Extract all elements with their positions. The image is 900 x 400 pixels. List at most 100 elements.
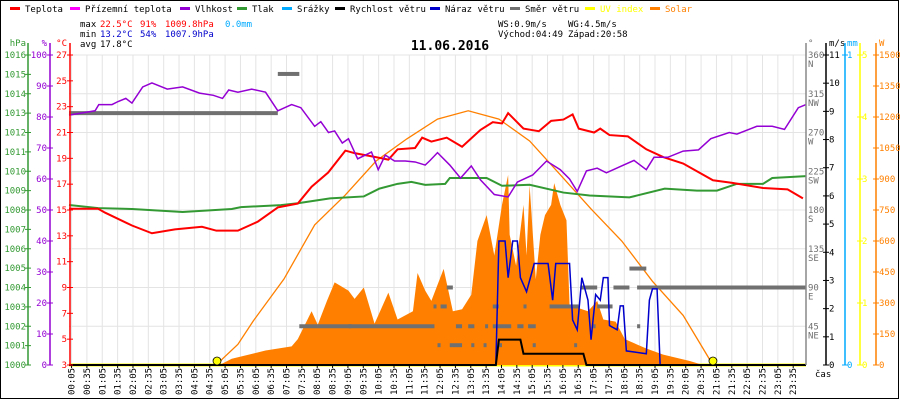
direction-tick-label: 45 [808, 322, 819, 332]
x-tick-label: 07:35 [298, 368, 308, 395]
x-tick-label: 15:35 [544, 368, 554, 395]
legend-swatch [335, 7, 345, 10]
x-tick-label: 13:05 [467, 368, 477, 395]
x-tick-label: 10:05 [375, 368, 385, 395]
stats-sunset: Západ:20:58 [568, 30, 628, 40]
x-tick-label: 22:35 [758, 368, 768, 395]
solar-tick-label: 750 [879, 206, 895, 216]
pressure-tick-label: 1013 [4, 109, 26, 119]
legend-swatch [585, 7, 595, 10]
x-tick-label: 02:35 [144, 368, 154, 395]
direction-tick-label: 360 [808, 51, 824, 61]
x-axis-label: čas [815, 369, 831, 380]
temperature-unit-label: °C [56, 39, 67, 49]
legend-label: Teplota [25, 5, 63, 15]
wind-direction-mark [446, 285, 453, 290]
wind-direction-mark [440, 304, 447, 309]
stats-min-temp: 13.2°C [100, 30, 133, 40]
x-tick-label: 20:05 [682, 368, 692, 395]
wind-direction-mark [523, 304, 527, 309]
x-tick-label: 11:35 [421, 368, 431, 395]
uv-tick-label: 4 [862, 113, 867, 123]
solar-tick-label: 600 [879, 237, 895, 247]
legend-swatch [70, 7, 80, 10]
wind-speed-line [69, 338, 806, 366]
x-tick-label: 12:05 [436, 368, 446, 395]
sun-marker [708, 356, 718, 366]
stats-wind-gust: WG:4.5m/s [568, 20, 617, 30]
legend-swatch [430, 7, 440, 10]
x-tick-label: 17:05 [590, 368, 600, 395]
legend-item: UV index [585, 5, 644, 15]
wind-direction-mark [549, 304, 579, 309]
x-tick-label: 06:05 [252, 368, 262, 395]
x-tick-label: 13:35 [482, 368, 492, 395]
x-tick-label: 17:35 [605, 368, 615, 395]
pressure-tick-label: 1011 [4, 148, 26, 158]
solar-area [219, 174, 704, 365]
rain-tick-label: 1 [847, 51, 852, 61]
rain-unit-label: mm [847, 39, 858, 49]
stats-avg-temp: 17.8°C [100, 40, 133, 50]
legend-swatch [237, 7, 247, 10]
legend-label: Přízemní teplota [85, 5, 172, 15]
stats-min-hum: 54% [140, 30, 157, 40]
wind-direction-mark [497, 343, 502, 348]
temperature-tick-label: 25 [56, 77, 67, 87]
solar-tick-label: 1200 [879, 113, 900, 123]
x-tick-label: 01:35 [114, 368, 124, 395]
humidity-tick-label: 70 [36, 144, 47, 154]
legend-swatch [10, 7, 20, 10]
x-tick-label: 16:05 [559, 368, 569, 395]
temperature-tick-label: 19 [56, 154, 67, 164]
wind-direction-mark [485, 324, 489, 329]
x-tick-label: 12:35 [451, 368, 461, 395]
x-tick-label: 16:35 [574, 368, 584, 395]
stats-avg-label: avg [80, 40, 96, 50]
uv-tick-label: 3 [862, 175, 867, 185]
legend-item: Přízemní teplota [70, 5, 172, 15]
x-tick-label: 04:05 [190, 368, 200, 395]
wind-tick-label: 7 [829, 164, 834, 174]
sun-marker [212, 356, 222, 366]
wind-direction-mark [629, 266, 647, 271]
wind-gust-line [69, 240, 806, 366]
solar-tick-label: 150 [879, 330, 895, 340]
humidity-tick-label: 60 [36, 175, 47, 185]
x-tick-label: 23:35 [789, 368, 799, 395]
pressure-tick-label: 1008 [4, 206, 26, 216]
direction-tick-label: 135 [808, 245, 824, 255]
axes: 00:05 00:35 01:05 01:35 02:05 02:35 03:05 03:35… [4, 39, 900, 395]
pressure-tick-label: 1000 [4, 361, 26, 371]
legend-swatch [510, 7, 520, 10]
stats-min-label: min [80, 30, 96, 40]
temperature-tick-label: 15 [56, 206, 67, 216]
temperature-tick-label: 13 [56, 232, 67, 242]
solar-unit-label: W [879, 39, 885, 49]
wind-direction-mark [528, 324, 536, 329]
x-tick-label: 21:05 [712, 368, 722, 395]
wind-tick-label: 1 [829, 333, 834, 343]
humidity-tick-label: 10 [36, 330, 47, 340]
legend-item: Náraz větru [430, 5, 505, 15]
x-tick-label: 08:35 [329, 368, 339, 395]
uv-tick-label: 1 [862, 299, 867, 309]
temperature-line [69, 111, 804, 235]
temperature-tick-label: 7 [62, 309, 67, 319]
humidity-tick-label: 40 [36, 237, 47, 247]
x-tick-label: 21:35 [728, 368, 738, 395]
compass-label: SE [808, 254, 819, 264]
temperature-tick-label: 23 [56, 103, 67, 113]
series [68, 71, 807, 366]
wind-direction-mark [597, 304, 613, 309]
solar-tick-label: 1050 [879, 144, 900, 154]
compass-label: S [808, 215, 813, 225]
pressure-tick-label: 1001 [4, 342, 26, 352]
wind-direction-mark [532, 343, 536, 348]
pressure-tick-label: 1003 [4, 303, 26, 313]
x-tick-label: 22:05 [743, 368, 753, 395]
humidity-tick-label: 0 [42, 361, 47, 371]
wind-tick-label: 2 [829, 305, 834, 315]
stats-wind-speed: WS:0.9m/s [498, 20, 547, 30]
wind-direction-mark [433, 304, 437, 309]
